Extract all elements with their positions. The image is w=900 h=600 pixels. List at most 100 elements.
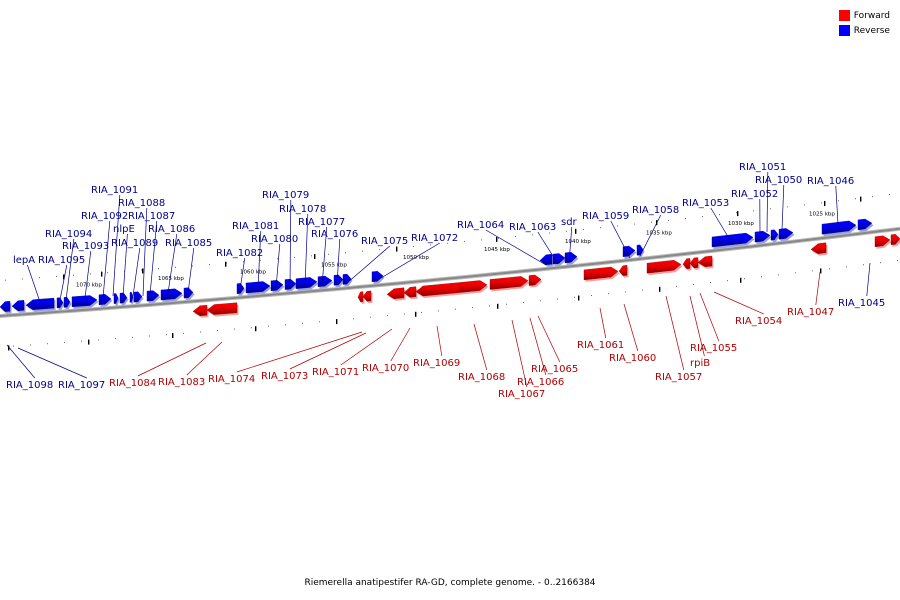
reverse-gene-label: RIA_1091 bbox=[91, 185, 138, 196]
kbp-tick-label: 1055 kbp bbox=[321, 262, 347, 268]
reverse-gene-label: RIA_1082 bbox=[216, 248, 263, 259]
forward-gene-arrow-9 bbox=[528, 274, 543, 288]
reverse-gene-leader-line bbox=[65, 238, 75, 301]
forward-gene-arrow-13 bbox=[682, 258, 692, 271]
tick-dot-upper bbox=[549, 232, 550, 234]
forward-gene-arrow-8-body bbox=[489, 276, 529, 290]
reverse-gene-leader-line bbox=[866, 262, 871, 297]
reverse-gene-arrow-6 bbox=[98, 294, 113, 307]
forward-gene-label: RIA_1065 bbox=[531, 364, 578, 375]
tick-dot-lower bbox=[30, 344, 31, 346]
reverse-gene-arrow-31-body bbox=[778, 228, 794, 240]
forward-gene-label: RIA_1071 bbox=[312, 367, 359, 378]
tick-dot-upper bbox=[566, 230, 567, 232]
forward-swatch bbox=[838, 10, 850, 21]
reverse-gene-label: RIA_1076 bbox=[311, 229, 358, 240]
kbp-tick-label: 1030 kbp bbox=[728, 221, 754, 227]
tick-major-lower bbox=[659, 286, 661, 292]
tick-dot-lower bbox=[47, 343, 48, 345]
forward-gene-leader-line bbox=[137, 342, 207, 377]
reverse-gene-label: RIA_1080 bbox=[251, 234, 298, 245]
reverse-gene-arrow-12-body bbox=[160, 288, 183, 301]
tick-dot-upper bbox=[583, 228, 584, 230]
tick-major-lower bbox=[415, 311, 417, 317]
reverse-gene-label: RIA_1098 bbox=[6, 380, 53, 391]
tick-dot-lower bbox=[489, 305, 490, 307]
reverse-gene-leader-line bbox=[167, 233, 178, 294]
kbp-tick-label: 1070 kbp bbox=[76, 283, 102, 289]
reverse-gene-arrow-32-body bbox=[821, 220, 857, 235]
forward-gene-label: RIA_1084 bbox=[109, 378, 156, 389]
forward-gene-label: RIA_1060 bbox=[609, 353, 656, 364]
tick-dot-upper bbox=[872, 196, 873, 198]
tick-dot-lower bbox=[302, 322, 303, 324]
forward-gene-arrow-16-body bbox=[810, 242, 827, 254]
forward-gene-leader-line bbox=[665, 295, 685, 371]
tick-dot-lower bbox=[574, 296, 575, 298]
tick-dot-upper bbox=[617, 225, 618, 227]
tick-dot-upper bbox=[294, 256, 295, 258]
reverse-gene-label: RIA_1063 bbox=[509, 222, 556, 233]
reverse-gene-leader-line bbox=[304, 213, 309, 287]
reverse-gene-label: RIA_1086 bbox=[148, 224, 195, 235]
tick-dot-upper bbox=[430, 244, 431, 246]
tick-dot-lower bbox=[761, 276, 762, 278]
reverse-gene-label: RIA_1089 bbox=[111, 238, 158, 249]
forward-gene-leader-line bbox=[436, 325, 443, 357]
tick-dot-upper bbox=[447, 242, 448, 244]
reverse-gene-arrow-7 bbox=[113, 293, 120, 306]
tick-dot-upper bbox=[481, 239, 482, 241]
forward-gene-leader-line bbox=[537, 315, 561, 363]
reverse-gene-arrow-26 bbox=[622, 245, 637, 259]
reverse-gene-leader-line bbox=[239, 257, 246, 291]
reverse-gene-arrow-27-body bbox=[636, 244, 644, 256]
forward-gene-label: RIA_1074 bbox=[208, 374, 255, 385]
tick-major-lower bbox=[336, 319, 338, 325]
reverse-gene-arrow-8-body bbox=[119, 292, 128, 304]
reverse-gene-arrow-30 bbox=[770, 229, 780, 243]
tick-dot-upper bbox=[498, 237, 499, 239]
tick-dot-upper bbox=[821, 202, 822, 204]
tick-dot-lower bbox=[795, 272, 796, 274]
reverse-gene-arrow-29-body bbox=[754, 230, 771, 243]
reverse-gene-arrow-2 bbox=[25, 297, 56, 312]
reverse-gene-arrow-27 bbox=[636, 244, 645, 258]
reverse-gene-leader-line bbox=[710, 207, 731, 241]
tick-major-upper bbox=[824, 200, 826, 206]
reverse-gene-label: RIA_1079 bbox=[262, 190, 309, 201]
tick-dot-lower bbox=[319, 321, 320, 323]
reverse-gene-arrow-32 bbox=[821, 220, 858, 237]
tick-dot-upper bbox=[277, 258, 278, 260]
forward-gene-arrow-15-body bbox=[697, 255, 713, 267]
reverse-gene-leader-line bbox=[149, 220, 158, 296]
tick-dot-upper bbox=[600, 227, 601, 229]
tick-dot-upper bbox=[685, 217, 686, 219]
forward-gene-label: RIA_1068 bbox=[458, 372, 505, 383]
forward-gene-label: RIA_1069 bbox=[413, 358, 460, 369]
kbp-tick-label: 1035 kbp bbox=[646, 230, 672, 236]
tick-dot-upper bbox=[770, 208, 771, 210]
forward-gene-arrow-10-body bbox=[583, 266, 619, 281]
reverse-gene-label: RIA_1075 bbox=[361, 236, 408, 247]
tick-dot-upper bbox=[90, 273, 91, 275]
reverse-gene-leader-line bbox=[84, 250, 92, 299]
genome-title: Riemerella anatipestifer RA-GD, complete… bbox=[304, 578, 596, 588]
reverse-gene-arrow-13-body bbox=[183, 287, 194, 299]
reverse-label: Reverse bbox=[853, 25, 890, 36]
tick-dot-lower bbox=[13, 345, 14, 347]
reverse-gene-leader-line bbox=[766, 171, 769, 233]
reverse-gene-label: RIA_1053 bbox=[682, 198, 729, 209]
tick-dot-lower bbox=[438, 310, 439, 312]
tick-dot-lower bbox=[404, 313, 405, 315]
reverse-gene-label: nlpE bbox=[113, 224, 135, 235]
tick-dot-upper bbox=[56, 275, 57, 277]
forward-gene-arrow-2-body bbox=[357, 291, 364, 303]
reverse-gene-leader-line bbox=[102, 220, 111, 299]
tick-dot-lower bbox=[727, 280, 728, 282]
forward-gene-leader-line bbox=[473, 323, 488, 371]
reverse-gene-leader-line bbox=[321, 226, 328, 287]
forward-gene-arrow-11-body bbox=[618, 265, 628, 276]
reverse-gene-arrow-33-body bbox=[857, 218, 873, 231]
reverse-gene-leader-line bbox=[336, 238, 341, 286]
forward-gene-leader-line bbox=[390, 327, 411, 362]
